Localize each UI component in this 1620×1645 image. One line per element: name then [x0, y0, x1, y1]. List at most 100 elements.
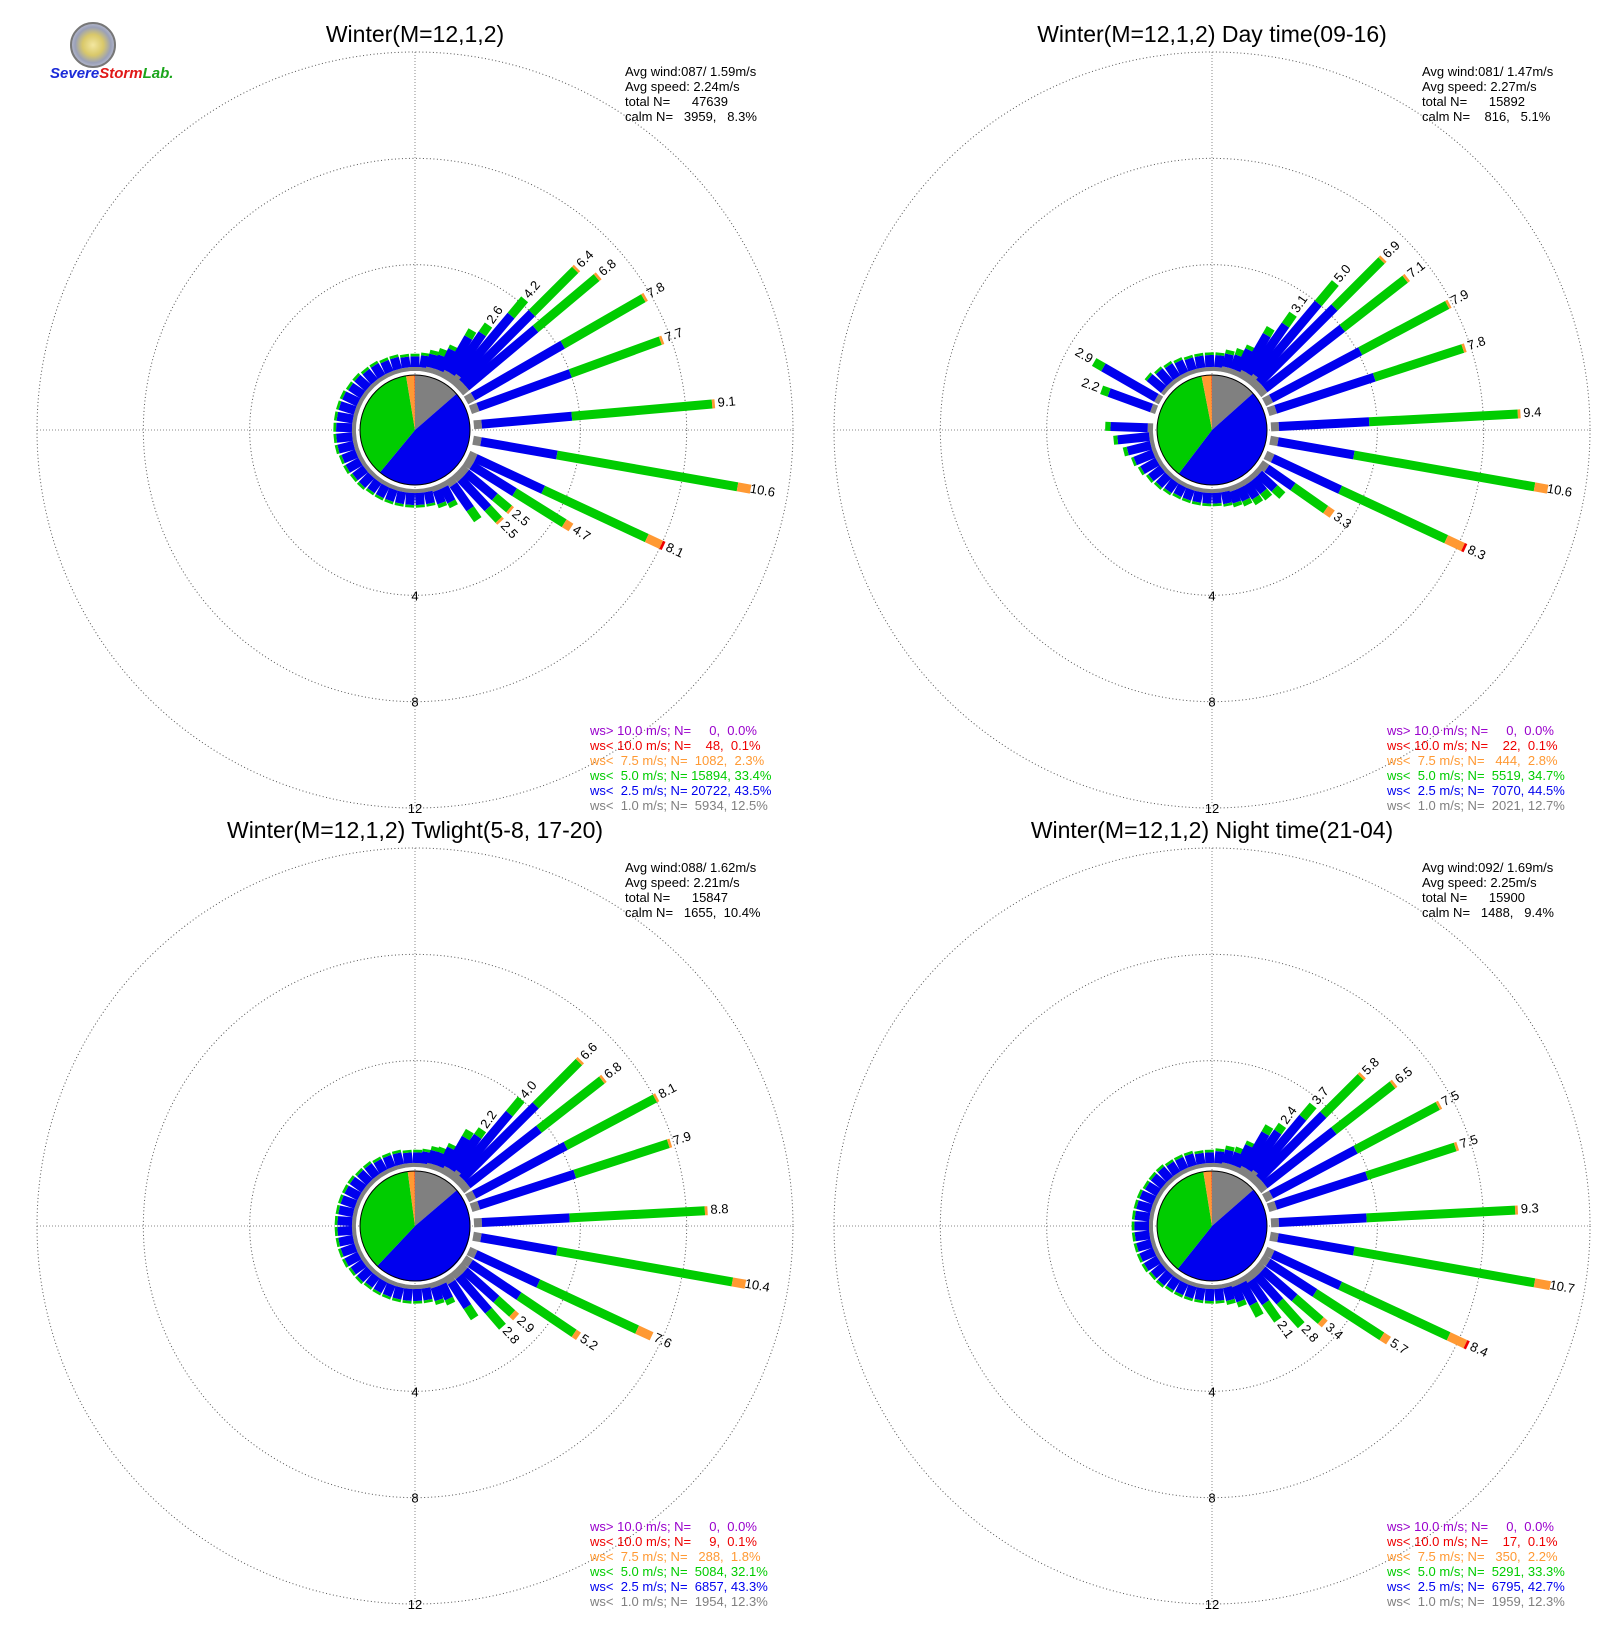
radial-tick-label: 12 [408, 1597, 422, 1612]
bar-segment [1353, 451, 1535, 492]
legend-entry: ws< 5.0 m/s; N= 5291, 33.3% [1386, 1564, 1565, 1579]
bar-segment [1212, 489, 1221, 494]
sector-bar [1214, 1284, 1225, 1304]
wind-rose-panel-3: Winter(M=12,1,2) Twlight(5-8, 17-20)4812… [37, 817, 793, 1612]
total-n-text: total N= 15900 [1422, 890, 1525, 905]
bar-segment [1195, 1153, 1206, 1165]
legend-entry: ws< 2.5 m/s; N= 7070, 44.5% [1386, 783, 1565, 798]
calm-n-text: calm N= 3959, 8.3% [625, 109, 757, 124]
bar-segment [1277, 437, 1355, 459]
sector-bar [335, 1226, 357, 1237]
sector-bar [333, 423, 356, 433]
sector-bar: 10.7 [1269, 1232, 1576, 1296]
radial-tick-label: 4 [1208, 1384, 1215, 1399]
panel-title: Winter(M=12,1,2) [326, 21, 504, 47]
sector-value-label: 10.6 [1546, 481, 1574, 500]
bar-segment [336, 423, 352, 433]
bar-segment [352, 1217, 357, 1226]
panel-title: Winter(M=12,1,2) Night time(21-04) [1031, 817, 1393, 843]
avg-wind-text: Avg wind:088/ 1.62m/s [625, 860, 757, 875]
sector-bar [403, 1150, 414, 1168]
bar-segment [415, 493, 425, 506]
calm-n-text: calm N= 1488, 9.4% [1422, 905, 1554, 920]
sector-value-label: 6.9 [1379, 238, 1402, 261]
bar-segment [1290, 483, 1328, 513]
bar-segment [1269, 1232, 1278, 1242]
legend-entry: ws< 7.5 m/s; N= 1082, 2.3% [589, 753, 765, 768]
bar-segment [413, 1285, 422, 1289]
bar-segment [473, 420, 482, 430]
sector-value-label: 9.1 [717, 393, 736, 410]
bar-segment [1205, 1152, 1214, 1163]
legend-entry: ws> 10.0 m/s; N= 0, 0.0% [589, 1519, 757, 1534]
sector-value-label: 7.5 [1439, 1087, 1462, 1109]
bar-segment [1369, 410, 1518, 427]
bar-segment [1105, 422, 1111, 431]
severe-storm-lab-logo: SevereStormLab. [50, 22, 150, 86]
sector-value-label: 7.9 [671, 1128, 693, 1148]
sector-bar: 10.6 [1269, 436, 1573, 500]
sector-value-label: 7.8 [1465, 333, 1487, 353]
legend-entry: ws< 7.5 m/s; N= 444, 2.8% [1386, 753, 1558, 768]
sector-value-label: 5.2 [577, 1331, 600, 1354]
radial-tick-label: 12 [1205, 1597, 1219, 1612]
legend-entry: ws< 10.0 m/s; N= 48, 0.1% [589, 738, 761, 753]
sector-value-label: 7.9 [1448, 286, 1471, 308]
bar-segment [415, 489, 424, 494]
bar-segment [1202, 493, 1212, 504]
legend-entry: ws< 1.0 m/s; N= 1959, 12.3% [1386, 1594, 1565, 1609]
total-n-text: total N= 15892 [1422, 94, 1525, 109]
legend-entry: ws> 10.0 m/s; N= 0, 0.0% [1386, 723, 1554, 738]
logo-text-lab: Lab. [143, 65, 174, 82]
bar-segment [1338, 1282, 1450, 1341]
avg-wind-text: Avg wind:081/ 1.47m/s [1422, 64, 1554, 79]
bar-segment [352, 1226, 357, 1235]
bar-segment [1274, 1172, 1368, 1210]
sector-bar [411, 354, 420, 371]
radial-tick-label: 8 [1208, 1491, 1215, 1506]
bar-segment [1205, 355, 1214, 367]
avg-wind-text: Avg wind:087/ 1.59m/s [625, 64, 757, 79]
panel-title: Winter(M=12,1,2) Twlight(5-8, 17-20) [227, 817, 603, 843]
bar-segment [1338, 486, 1448, 544]
bar-segment [336, 432, 353, 443]
bar-segment [1373, 344, 1464, 381]
panel-title: Winter(M=12,1,2) Day time(09-16) [1037, 21, 1387, 47]
bar-segment [352, 423, 356, 432]
bar-segment [1205, 1289, 1214, 1301]
sector-value-label: 7.7 [663, 325, 685, 345]
calm-n-text: calm N= 1655, 10.4% [625, 905, 761, 920]
bar-segment [1279, 417, 1370, 431]
bar-segment [403, 1152, 413, 1164]
bar-segment [405, 493, 415, 506]
bar-segment [1515, 1206, 1518, 1215]
sector-value-label: 5.7 [1388, 1335, 1411, 1357]
bar-segment [481, 412, 572, 429]
bar-segment [1271, 1218, 1279, 1227]
bar-segment [480, 1233, 558, 1255]
sector-bar [1132, 1222, 1153, 1231]
legend-entry: ws< 1.0 m/s; N= 1954, 12.3% [589, 1594, 768, 1609]
bar-segment [1212, 493, 1222, 504]
avg-speed-text: Avg speed: 2.25m/s [1422, 875, 1537, 890]
bar-segment [1205, 1150, 1214, 1153]
sector-bar: 8.3 [1264, 451, 1489, 563]
logo-text-severe: Severe [50, 65, 99, 82]
sector-bar [1105, 422, 1153, 433]
sector-bar: 8.8 [474, 1201, 729, 1227]
legend-entry: ws< 10.0 m/s; N= 22, 0.1% [1386, 738, 1558, 753]
sector-bar [1202, 489, 1212, 507]
bar-segment [472, 436, 481, 446]
logo-text: SevereStormLab. [50, 65, 173, 82]
sector-value-label: 5.0 [1331, 261, 1354, 284]
radial-tick-label: 12 [408, 801, 422, 816]
legend-entry: ws< 5.0 m/s; N= 5084, 32.1% [589, 1564, 768, 1579]
bar-segment [556, 1247, 733, 1287]
bar-segment [1205, 1163, 1214, 1167]
bar-segment [1205, 1301, 1214, 1304]
bar-segment [1132, 1222, 1135, 1231]
sector-value-label: 6.6 [577, 1039, 600, 1062]
sector-value-label: 10.6 [749, 481, 777, 500]
bar-segment [1518, 409, 1521, 418]
